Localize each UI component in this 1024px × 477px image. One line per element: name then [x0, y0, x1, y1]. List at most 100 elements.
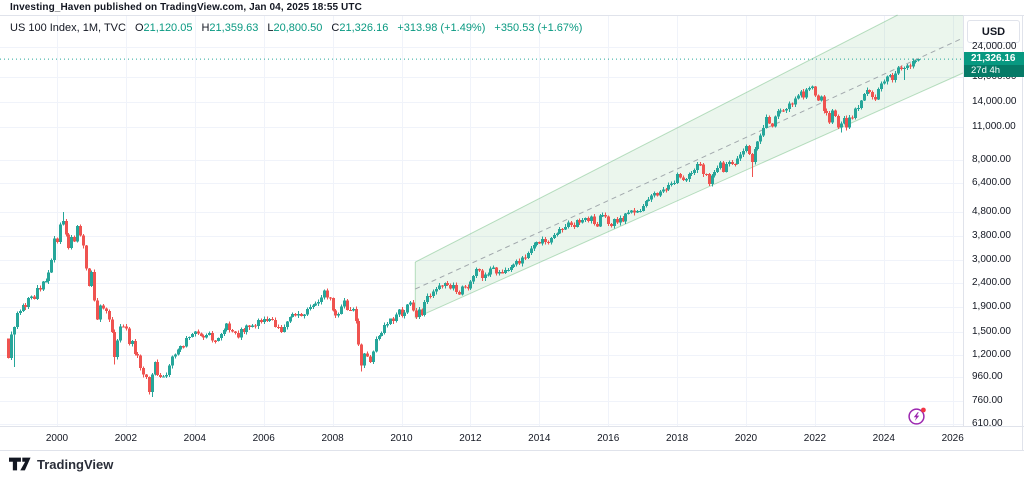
candle-body — [449, 284, 452, 289]
time-scale[interactable]: 2000 2002 2004 2006 2008 2010 2012 2014 2016 2018… — [0, 426, 1024, 450]
candle-body — [372, 351, 375, 362]
candle-body — [581, 219, 584, 223]
candle-body — [415, 310, 418, 317]
candle-body — [380, 333, 383, 337]
candle-body — [42, 281, 45, 290]
candle-body — [283, 327, 286, 333]
candle-body — [489, 268, 492, 275]
candle-body — [616, 219, 619, 223]
candle-body — [27, 297, 30, 308]
candle-body — [550, 237, 553, 243]
candle-body — [151, 374, 154, 393]
candle-body — [378, 336, 381, 340]
currency-toggle-button[interactable]: USD — [967, 20, 1020, 43]
candle-body — [817, 95, 820, 101]
candle-body — [670, 183, 673, 185]
candle-body — [731, 161, 734, 164]
candle-body — [294, 314, 297, 316]
candle-body — [719, 162, 722, 169]
candle-body — [254, 325, 257, 327]
candle-body — [762, 127, 765, 136]
candle-body — [650, 195, 653, 200]
footer-bar: TradingView — [0, 451, 1024, 477]
candle-body — [389, 318, 392, 325]
candle-body — [65, 221, 68, 235]
candle-body — [257, 319, 260, 327]
candle-body — [909, 65, 912, 67]
frame-border-bottom — [0, 450, 1024, 451]
price-label: 760.00 — [972, 395, 1003, 407]
candle-body — [538, 241, 541, 244]
candle-body — [220, 333, 223, 339]
candle-body — [386, 324, 389, 326]
candle-body — [24, 305, 27, 308]
candle-body — [45, 281, 48, 283]
candle-body — [90, 272, 93, 286]
candle-body — [578, 220, 581, 223]
candle-body — [596, 223, 599, 227]
candle-body — [576, 220, 579, 227]
candle-body — [50, 260, 53, 273]
candle-body — [871, 91, 874, 98]
candle-body — [398, 309, 401, 315]
candle-body — [630, 210, 633, 213]
candle-body — [690, 172, 693, 175]
flash-idea-icon[interactable] — [906, 405, 928, 427]
candle-body — [564, 226, 567, 230]
price-label: 3,800.00 — [972, 230, 1011, 242]
candle-body — [105, 308, 108, 312]
candle-body — [831, 110, 834, 123]
candle-body — [507, 269, 510, 272]
candle-body — [320, 297, 323, 302]
candle-body — [659, 191, 662, 196]
candle-body — [340, 306, 343, 315]
candle-body — [139, 355, 142, 369]
candle-body — [891, 75, 894, 80]
candle-body — [808, 87, 811, 90]
price-scale[interactable]: USD 24,000.0018,000.0014,000.0011,000.00… — [963, 16, 1024, 450]
candle-body — [711, 175, 714, 184]
candle-body — [82, 235, 85, 246]
year-label: 2008 — [321, 433, 344, 444]
candle-body — [406, 304, 409, 313]
candle-body — [375, 339, 378, 352]
candle-body — [906, 65, 909, 68]
candle-body — [188, 336, 191, 339]
candle-body — [168, 365, 171, 375]
candle-body — [22, 305, 25, 311]
candle-body — [725, 164, 728, 172]
chart-pane[interactable]: US 100 Index, 1M, TVC O21,120.05 H21,359… — [0, 14, 963, 426]
candle-body — [337, 314, 340, 316]
candle-body — [739, 154, 742, 159]
candle-body — [56, 238, 59, 243]
symbol-title[interactable]: US 100 Index, 1M, TVC — [10, 22, 126, 34]
ohlc-low: L20,800.50 — [267, 22, 323, 34]
tradingview-logo-link[interactable]: TradingView — [9, 456, 113, 472]
year-label: 2002 — [114, 433, 138, 444]
candle-body — [472, 275, 475, 282]
channel-top-line — [415, 14, 898, 263]
candle-body — [699, 164, 702, 166]
candle-body — [636, 211, 639, 213]
candle-body — [185, 338, 188, 347]
candle-body — [498, 272, 501, 274]
candle-body — [395, 314, 398, 322]
candle-body — [705, 173, 708, 176]
year-label: 2026 — [941, 433, 964, 444]
candle-body — [234, 331, 237, 333]
candle-body — [622, 218, 625, 222]
candle-body — [263, 319, 266, 323]
candle-body — [421, 309, 424, 315]
candle-body — [756, 141, 759, 149]
candle-body — [266, 319, 269, 322]
candle-body — [88, 268, 91, 286]
candle-body — [645, 201, 648, 206]
candle-body — [392, 318, 395, 322]
candle-body — [119, 326, 122, 341]
candle-body — [128, 328, 131, 345]
candle-body — [461, 286, 464, 295]
price-label: 8,000.00 — [972, 153, 1011, 165]
year-label: 2010 — [390, 433, 413, 444]
candle-body — [843, 117, 846, 124]
price-label: 14,000.00 — [972, 96, 1017, 108]
